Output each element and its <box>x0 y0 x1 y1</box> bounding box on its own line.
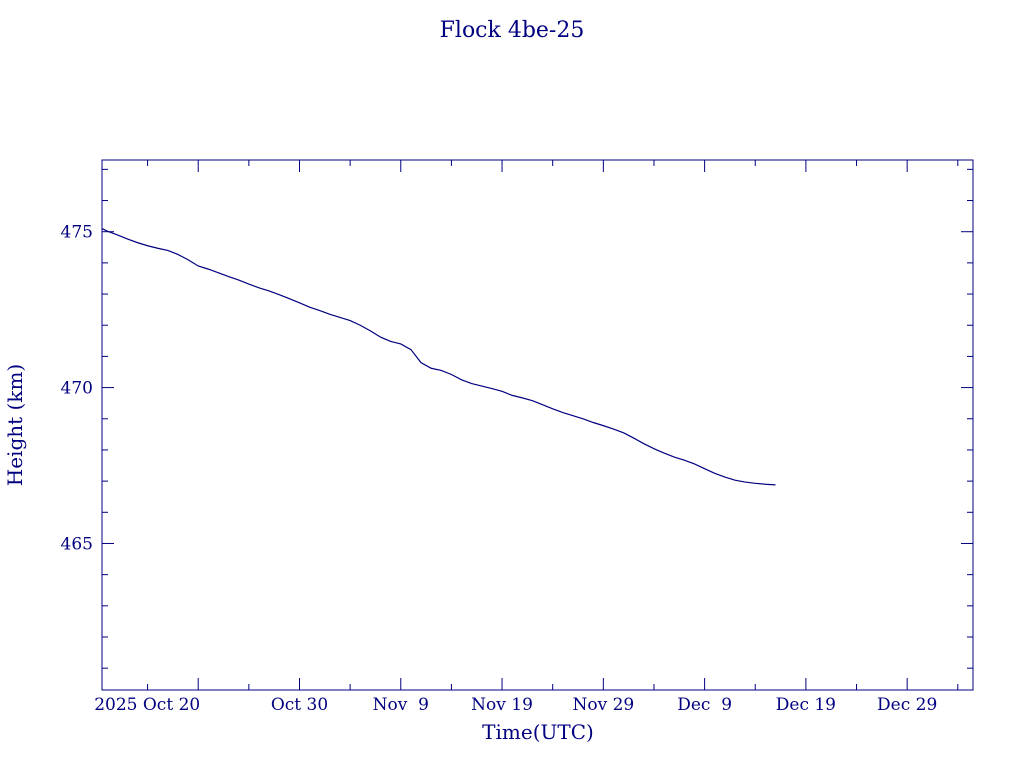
x-tick-label: Nov 9 <box>373 695 429 715</box>
x-tick-label: Dec 19 <box>776 695 836 715</box>
x-tick-label: 2025 Oct 20 <box>94 695 200 715</box>
x-tick-label: Nov 29 <box>572 695 634 715</box>
x-axis: 2025 Oct 20 Oct 30 Nov 9 Nov 19 Nov 29 Dec 9 D… <box>94 160 959 715</box>
plot-frame <box>101 159 974 691</box>
y-axis: 465 470 475 <box>61 168 973 669</box>
y-tick-label: 465 <box>61 534 93 554</box>
y-tick-label: 475 <box>61 223 93 243</box>
x-tick-label: Oct 30 <box>271 695 328 715</box>
y-axis-label: Height (km) <box>3 364 27 486</box>
x-tick-label: Dec 9 <box>677 695 732 715</box>
x-axis-label: Time(UTC) <box>482 720 594 744</box>
y-tick-label: 470 <box>61 379 93 399</box>
series-line <box>101 228 776 486</box>
x-tick-label: Dec 29 <box>877 695 937 715</box>
chart-title: Flock 4be-25 <box>440 18 585 43</box>
x-tick-label: Nov 19 <box>471 695 533 715</box>
